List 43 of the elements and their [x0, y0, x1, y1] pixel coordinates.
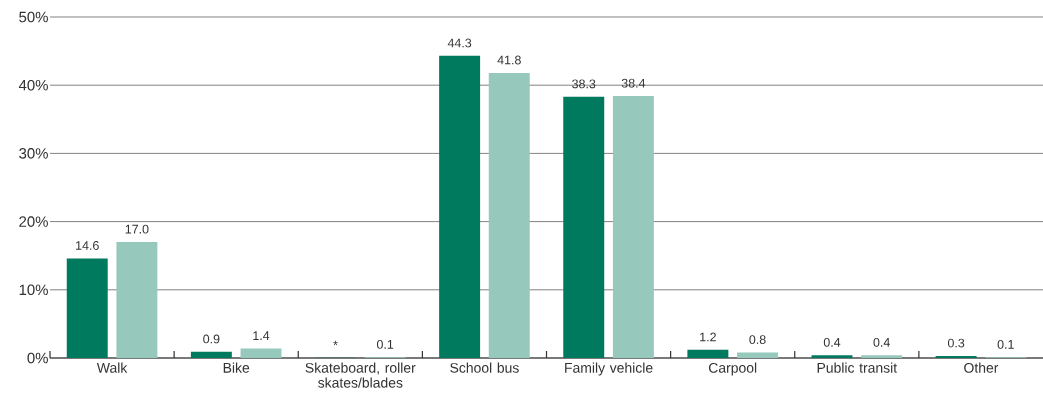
data-label: *	[333, 340, 338, 346]
x-tick-label: Bike	[223, 362, 250, 373]
y-tick-label: 50%	[19, 11, 48, 23]
bar	[563, 96, 605, 358]
x-tick-label: Skateboard, roller skates/blades	[305, 362, 416, 388]
data-label: 0.1	[376, 339, 394, 349]
bar	[240, 348, 282, 358]
y-tick-label: 0%	[27, 352, 48, 364]
data-label: 1.2	[700, 332, 716, 342]
x-tick-label: Family vehicle	[565, 362, 653, 376]
y-tick-label: 10%	[19, 284, 48, 296]
data-label: 1.4	[253, 331, 270, 340]
x-tick-label: Other	[964, 362, 999, 373]
data-label: 0.3	[947, 338, 965, 348]
bar	[439, 55, 481, 358]
data-label: 0.4	[873, 337, 890, 347]
bar	[935, 355, 977, 358]
data-label: 14.6	[76, 241, 99, 250]
data-label: 0.4	[823, 337, 841, 347]
bar	[488, 72, 530, 358]
bar	[687, 349, 729, 358]
data-label: 0.8	[749, 335, 766, 345]
x-tick-label: Carpool	[708, 362, 757, 376]
x-tick-label: School bus	[450, 362, 519, 373]
bar	[737, 352, 778, 358]
data-label: 38.3	[572, 79, 596, 89]
y-tick-label: 20%	[19, 216, 48, 227]
y-tick-label: 30%	[19, 148, 48, 159]
data-label: 0.1	[997, 339, 1014, 349]
bar	[190, 351, 232, 358]
data-label: 0.9	[203, 334, 220, 344]
bar	[66, 258, 108, 358]
bar	[861, 355, 903, 358]
x-tick-label: Walk	[96, 362, 128, 373]
bar	[612, 96, 654, 358]
y-tick-label: 40%	[18, 79, 48, 91]
data-label: 17.0	[125, 224, 149, 234]
bar	[116, 242, 158, 358]
data-label: 41.8	[497, 55, 521, 65]
data-label: 38.4	[621, 78, 646, 88]
data-label: 44.3	[447, 38, 472, 48]
x-tick-label: Public transit	[817, 362, 898, 373]
bar	[811, 355, 853, 358]
